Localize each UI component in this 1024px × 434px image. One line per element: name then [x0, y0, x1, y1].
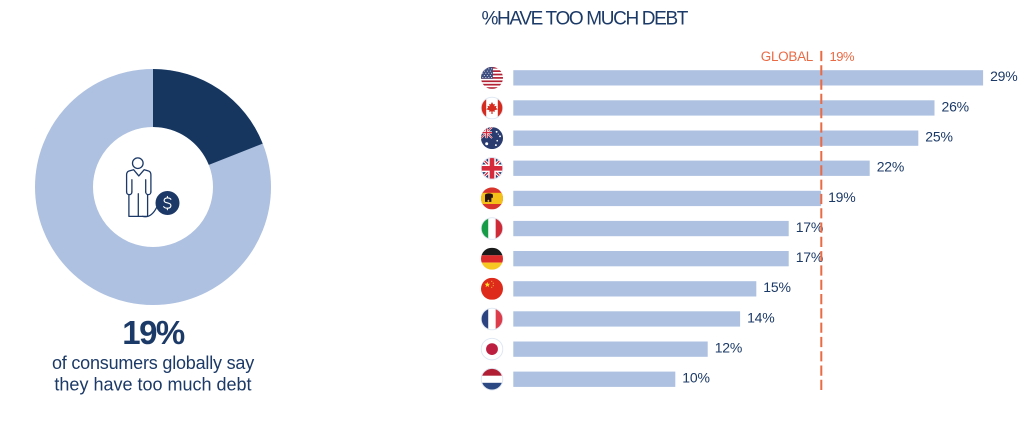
svg-text:19%: 19%	[122, 314, 185, 351]
svg-text:17%: 17%	[796, 219, 823, 235]
svg-text:they have too much debt: they have too much debt	[54, 375, 251, 395]
svg-text:10%: 10%	[682, 370, 709, 386]
svg-text:17%: 17%	[796, 249, 823, 265]
svg-text:19%: 19%	[830, 49, 855, 64]
svg-text:12%: 12%	[715, 340, 742, 356]
svg-text:22%: 22%	[877, 159, 904, 175]
svg-text:25%: 25%	[925, 129, 952, 145]
svg-text:14%: 14%	[747, 309, 774, 325]
svg-text:26%: 26%	[942, 98, 969, 114]
svg-text:%HAVE TOO MUCH DEBT: %HAVE TOO MUCH DEBT	[482, 9, 689, 30]
svg-text:29%: 29%	[990, 68, 1017, 84]
svg-text:15%: 15%	[763, 279, 790, 295]
svg-text:19%: 19%	[828, 189, 855, 205]
svg-text:of consumers globally say: of consumers globally say	[52, 353, 254, 373]
svg-text:GLOBAL: GLOBAL	[761, 49, 814, 64]
